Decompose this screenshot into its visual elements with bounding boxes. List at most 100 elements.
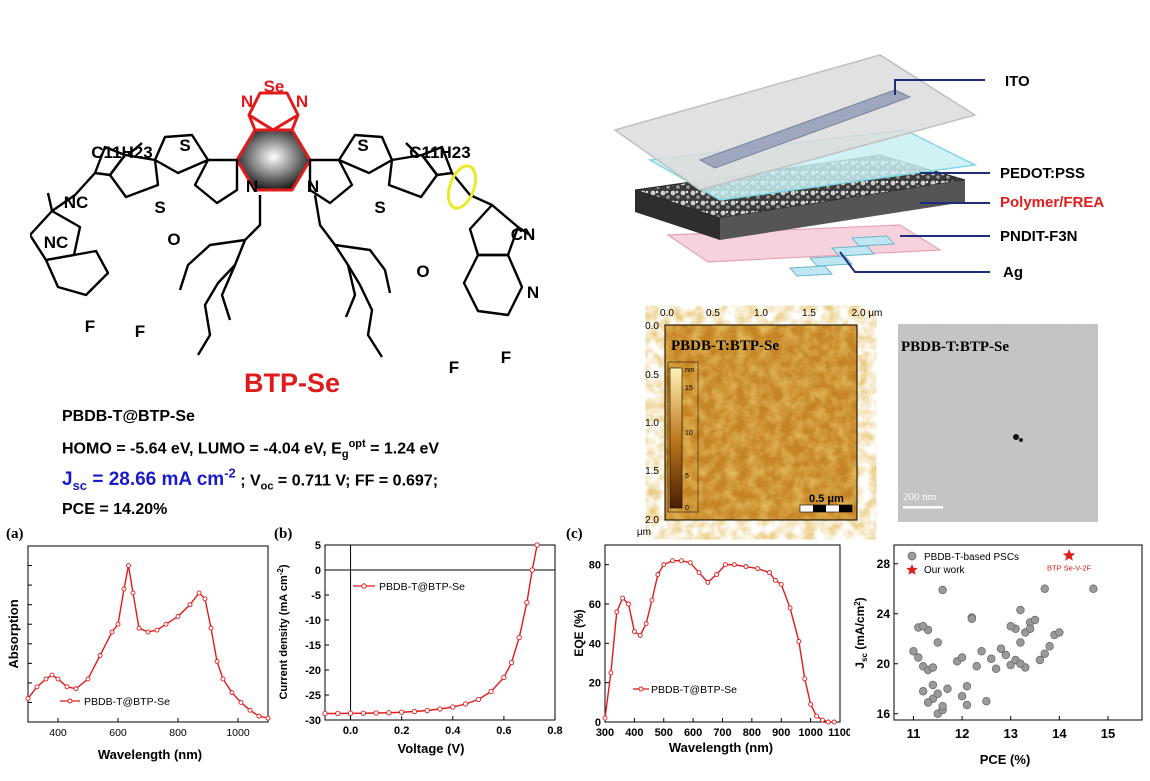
scatter-point	[957, 653, 967, 662]
afm-xtick: 2.0 μm	[852, 308, 883, 319]
jsc-value: = 28.66 mA cm	[87, 469, 225, 491]
x-tick-label: 14	[1052, 726, 1067, 741]
legend-marker-ours	[906, 564, 918, 575]
data-point	[529, 567, 535, 573]
x-tick-label: 0.4	[445, 725, 461, 737]
data-point	[411, 708, 418, 715]
y-tick-label: 60	[589, 599, 601, 611]
data-point	[208, 625, 214, 631]
y-tick-label: -5	[311, 590, 321, 602]
data-point	[145, 629, 151, 635]
scatter-point	[938, 585, 947, 595]
afm-ytick: 0.5	[645, 370, 659, 381]
series-marks	[909, 549, 1098, 718]
data-point	[121, 586, 127, 592]
scatter-point	[1016, 605, 1025, 615]
nc-label-1: NC	[64, 193, 89, 212]
jsc-line: Jsc = 28.66 mA cm-2 ; Voc = 0.711 V; FF …	[62, 466, 438, 493]
y-label-text: Current density (mA cm	[278, 575, 290, 700]
data-point	[462, 701, 469, 707]
data-point	[755, 566, 761, 572]
data-point	[488, 688, 494, 695]
data-point	[637, 633, 643, 638]
scatter-point	[1040, 649, 1049, 658]
layer-active: Polymer/FREA	[1000, 194, 1104, 211]
data-point	[229, 690, 235, 696]
scatter-point	[962, 700, 972, 710]
data-point	[602, 715, 608, 721]
y-axis-label: Absorption	[6, 599, 21, 668]
data-point	[661, 562, 667, 568]
y-tick-label: -20	[305, 665, 321, 677]
scatter-point	[1006, 660, 1015, 670]
data-point	[115, 621, 121, 627]
y-tick-label: 16	[877, 707, 891, 721]
y-tick-label: 24	[877, 607, 891, 621]
data-point	[655, 572, 661, 577]
s-label-4: S	[374, 198, 385, 217]
y-tick-label: 5	[315, 540, 321, 552]
data-point	[825, 719, 831, 725]
s-label-1: S	[179, 136, 190, 155]
data-point	[705, 579, 711, 585]
data-point	[643, 621, 649, 627]
data-point	[450, 704, 456, 710]
axes: 11 12 13 14 15 16 20 24 28	[877, 557, 1116, 741]
data-point	[126, 563, 131, 569]
scatter-point	[996, 644, 1006, 653]
data-point	[64, 684, 70, 690]
legend-label: PBDB-T@BTP-Se	[379, 581, 465, 593]
scatter-point	[977, 647, 986, 656]
data-point	[508, 659, 515, 666]
x-tick-label: 400	[49, 727, 67, 739]
data-point	[424, 707, 430, 714]
tem-image: PBDB-T:BTP-Se 200 nm	[898, 324, 1098, 522]
series-marks	[602, 558, 837, 725]
afm-xtick: 1.0	[754, 308, 768, 319]
core-se-label: Se	[264, 77, 285, 96]
f-label-2: F	[135, 322, 145, 341]
data-point	[43, 676, 49, 682]
data-point	[187, 602, 193, 608]
axes: 0.0 0.2 0.4 0.6 0.8 5 0 -5 -10 -15 -20 -25 -30	[305, 540, 563, 737]
x-tick-label: 13	[1003, 726, 1017, 741]
y-label-sup: -2	[276, 568, 285, 576]
x-tick-label: 0.2	[394, 725, 409, 737]
core-n1-label: N	[241, 92, 253, 111]
data-point	[608, 670, 614, 676]
scatter-point	[1035, 655, 1045, 665]
data-point	[437, 706, 443, 712]
chart-eqe: 300 400 500 600 700 800 900 1000 1100 0 20 40 60 80 W…	[572, 544, 850, 755]
data-point	[196, 590, 202, 596]
x-tick-label: 11	[907, 726, 921, 741]
data-point	[670, 558, 676, 564]
scatter-point	[957, 692, 967, 701]
scatter-point	[1045, 642, 1054, 651]
jsc-highlight: Jsc = 28.66 mA cm-2	[62, 466, 236, 493]
y-label-j: J	[853, 662, 867, 669]
y-tick-label: 80	[589, 560, 601, 572]
y-label-sub: sc	[860, 653, 869, 662]
axes: 300 400 500 600 700 800 900 1000 1100 0 20 40 60 80	[589, 560, 850, 739]
panel-letter-a: (a)	[6, 526, 24, 542]
voc-ff-text: = 0.711 V; FF = 0.697;	[273, 472, 439, 490]
our-work-annotation: BTP Se-V-2F	[1047, 564, 1091, 573]
x-tick-label: 700	[713, 727, 731, 739]
y-tick-label: 20	[877, 657, 891, 671]
tem-title: PBDB-T:BTP-Se	[901, 339, 1009, 355]
data-point	[109, 629, 115, 635]
scatter-point	[991, 664, 1001, 673]
scatter-point	[967, 614, 977, 623]
data-point	[247, 707, 253, 713]
molecule-name: BTP-Se	[244, 368, 341, 398]
scatter-point	[918, 687, 928, 696]
data-point	[778, 581, 784, 587]
o-label-2: O	[416, 262, 429, 281]
voc-text: ; V	[235, 472, 261, 490]
legend-label-psc: PBDB-T-based PSCs	[924, 552, 1019, 563]
scatter-point	[909, 647, 918, 656]
cbar-tick: 10	[685, 430, 693, 437]
scatter-point	[938, 702, 947, 711]
y-tick-label: -10	[305, 615, 321, 627]
